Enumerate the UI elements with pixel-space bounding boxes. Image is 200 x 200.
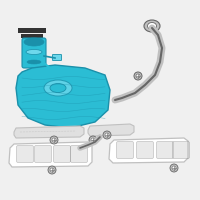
Ellipse shape	[144, 20, 160, 32]
Ellipse shape	[89, 136, 97, 144]
FancyBboxPatch shape	[156, 142, 174, 158]
Polygon shape	[9, 142, 92, 167]
Polygon shape	[14, 126, 84, 138]
FancyBboxPatch shape	[52, 54, 62, 60]
Ellipse shape	[48, 67, 54, 71]
Ellipse shape	[105, 133, 109, 137]
Ellipse shape	[91, 138, 95, 142]
Ellipse shape	[172, 166, 176, 170]
Ellipse shape	[136, 74, 140, 78]
Ellipse shape	[50, 84, 66, 92]
Ellipse shape	[27, 60, 41, 64]
Ellipse shape	[52, 138, 56, 142]
FancyBboxPatch shape	[116, 142, 134, 158]
Ellipse shape	[170, 164, 178, 172]
FancyBboxPatch shape	[35, 146, 52, 162]
FancyBboxPatch shape	[136, 142, 154, 158]
Polygon shape	[16, 65, 110, 128]
FancyBboxPatch shape	[22, 38, 46, 68]
FancyBboxPatch shape	[21, 34, 43, 38]
Ellipse shape	[48, 166, 56, 174]
Ellipse shape	[148, 22, 156, 29]
Ellipse shape	[50, 136, 58, 144]
FancyBboxPatch shape	[54, 146, 70, 162]
FancyBboxPatch shape	[70, 146, 88, 162]
Ellipse shape	[26, 49, 42, 54]
Ellipse shape	[134, 72, 142, 80]
Ellipse shape	[50, 168, 54, 172]
Polygon shape	[88, 124, 134, 136]
Ellipse shape	[44, 80, 72, 96]
FancyBboxPatch shape	[16, 146, 34, 162]
FancyBboxPatch shape	[18, 28, 46, 33]
FancyBboxPatch shape	[172, 142, 190, 158]
Ellipse shape	[24, 38, 44, 46]
Polygon shape	[109, 138, 188, 163]
Ellipse shape	[103, 131, 111, 139]
